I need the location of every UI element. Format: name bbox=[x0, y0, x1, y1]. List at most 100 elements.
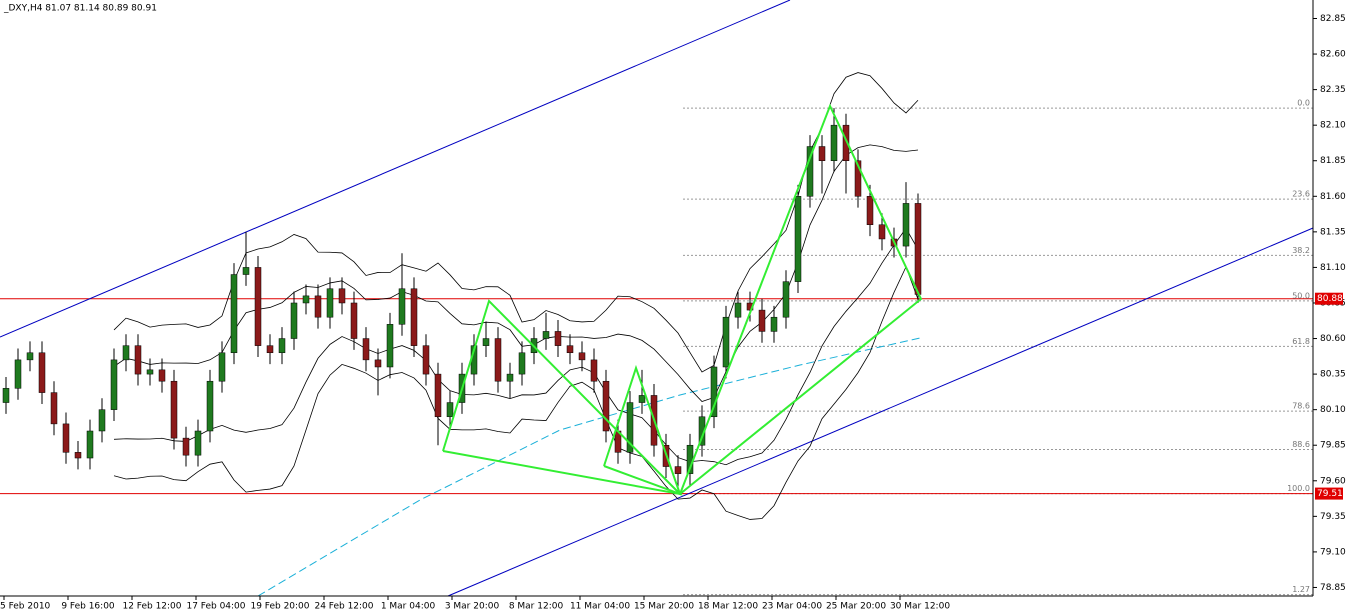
fib-label: 23.6 bbox=[1292, 190, 1310, 199]
fib-label: 1.27 bbox=[1292, 585, 1310, 594]
moving-average bbox=[257, 337, 921, 597]
candle-body bbox=[230, 274, 238, 354]
candle-body bbox=[302, 295, 310, 304]
candle-body bbox=[626, 402, 634, 453]
fib-label: 61.8 bbox=[1292, 337, 1310, 346]
candle-body bbox=[638, 395, 646, 403]
candle-body bbox=[110, 359, 118, 410]
candle-body bbox=[506, 373, 514, 382]
candle-body bbox=[830, 124, 838, 161]
candle-body bbox=[86, 430, 94, 459]
pattern-right bbox=[679, 103, 923, 495]
bollinger-lower bbox=[113, 227, 919, 466]
y-tick-label: 79.35 bbox=[1320, 512, 1346, 522]
candle-body bbox=[446, 402, 454, 418]
x-tick-label: 1 Mar 04:00 bbox=[381, 602, 436, 612]
candle-body bbox=[914, 203, 922, 295]
x-tick-label: 30 Mar 12:00 bbox=[890, 602, 950, 612]
y-tick-label: 79.60 bbox=[1320, 476, 1346, 486]
candle-body bbox=[38, 352, 46, 393]
candle-body bbox=[878, 224, 886, 240]
fib-label: 50.0 bbox=[1292, 291, 1310, 300]
candle-body bbox=[758, 309, 766, 332]
candle-body bbox=[734, 302, 742, 318]
fib-label: 100.0 bbox=[1287, 484, 1310, 493]
y-tick-label: 81.85 bbox=[1320, 156, 1346, 166]
y-tick-label: 79.85 bbox=[1320, 441, 1346, 451]
bollinger-upper bbox=[113, 72, 919, 373]
candle-body bbox=[14, 359, 22, 389]
channel-upper bbox=[0, 0, 791, 338]
candle-body bbox=[98, 409, 106, 432]
candle-body bbox=[386, 324, 394, 368]
candle-body bbox=[242, 267, 250, 275]
x-tick-label: 18 Mar 12:00 bbox=[698, 602, 758, 612]
candle-body bbox=[2, 388, 10, 403]
candle-body bbox=[158, 369, 166, 382]
candle-body bbox=[674, 466, 682, 474]
y-tick-label: 80.35 bbox=[1320, 370, 1346, 380]
candle-body bbox=[722, 316, 730, 368]
candle-body bbox=[134, 345, 142, 375]
y-tick-label: 81.35 bbox=[1320, 227, 1346, 237]
x-tick-label: 12 Feb 12:00 bbox=[122, 602, 181, 612]
candle-body bbox=[842, 124, 850, 161]
candle-body bbox=[782, 281, 790, 318]
x-tick-label: 11 Mar 04:00 bbox=[570, 602, 630, 612]
price-label: 79.51 bbox=[1317, 489, 1343, 499]
candle-body bbox=[266, 345, 274, 354]
chart-title: _DXY,H4 81.07 81.14 80.89 80.91 bbox=[3, 4, 157, 14]
candle-body bbox=[362, 338, 370, 361]
candle-body bbox=[170, 380, 178, 439]
candle-body bbox=[434, 373, 442, 418]
candle-body bbox=[542, 331, 550, 339]
y-tick-label: 80.10 bbox=[1320, 405, 1346, 415]
x-tick-label: 15 Mar 20:00 bbox=[634, 602, 694, 612]
candle-body bbox=[818, 146, 826, 161]
candle-body bbox=[422, 345, 430, 375]
candle-body bbox=[338, 288, 346, 304]
x-tick-label: 24 Feb 12:00 bbox=[314, 602, 373, 612]
candle-body bbox=[374, 359, 382, 368]
x-tick-label: 17 Feb 04:00 bbox=[186, 602, 245, 612]
price-box bbox=[1315, 292, 1343, 305]
pattern-left bbox=[442, 299, 683, 496]
candle-body bbox=[494, 338, 502, 382]
candle-body bbox=[218, 352, 226, 382]
y-tick-label: 82.35 bbox=[1320, 85, 1346, 95]
channel-lower bbox=[447, 227, 1314, 597]
x-tick-label: 25 Mar 20:00 bbox=[826, 602, 886, 612]
y-tick-label: 82.60 bbox=[1320, 50, 1346, 60]
candle-body bbox=[206, 380, 214, 432]
candle-body bbox=[770, 316, 778, 332]
candle-body bbox=[326, 288, 334, 318]
candle-body bbox=[410, 288, 418, 346]
price-box bbox=[1315, 487, 1343, 500]
y-tick-label: 82.85 bbox=[1320, 14, 1346, 24]
candle-body bbox=[122, 345, 130, 361]
fib-label: 0.0 bbox=[1297, 99, 1310, 108]
candle-body bbox=[710, 366, 718, 418]
candle-body bbox=[854, 160, 862, 197]
candle-body bbox=[482, 338, 490, 346]
candle-body bbox=[74, 452, 82, 459]
candle-body bbox=[398, 288, 406, 325]
bollinger-lower bbox=[113, 265, 919, 520]
y-tick-label: 81.60 bbox=[1320, 192, 1346, 202]
y-tick-label: 81.10 bbox=[1320, 263, 1346, 273]
candle-body bbox=[578, 352, 586, 361]
candle-body bbox=[602, 380, 610, 432]
x-tick-label: 23 Mar 04:00 bbox=[762, 602, 822, 612]
fib-label: 78.6 bbox=[1292, 402, 1310, 411]
fib-label: 38.2 bbox=[1292, 246, 1310, 255]
candle-body bbox=[314, 295, 322, 318]
candle-body bbox=[194, 430, 202, 456]
x-tick-label: 9 Feb 16:00 bbox=[61, 602, 115, 612]
candle-body bbox=[182, 437, 190, 456]
x-tick-label: 5 Feb 2010 bbox=[0, 602, 51, 612]
candle-body bbox=[794, 196, 802, 282]
y-tick-label: 82.10 bbox=[1320, 121, 1346, 131]
candle-body bbox=[518, 352, 526, 375]
